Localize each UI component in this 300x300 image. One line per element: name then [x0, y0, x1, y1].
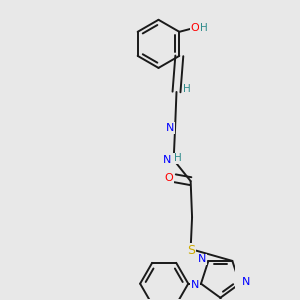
Text: O: O [164, 173, 173, 183]
Text: N: N [166, 123, 174, 133]
Text: S: S [187, 244, 195, 257]
Text: H: H [174, 154, 182, 164]
Text: N: N [190, 280, 199, 290]
Text: H: H [200, 23, 207, 33]
Text: N: N [163, 155, 172, 165]
Text: H: H [183, 84, 191, 94]
Text: O: O [190, 23, 199, 33]
Text: N: N [198, 254, 206, 265]
Text: N: N [242, 277, 250, 287]
